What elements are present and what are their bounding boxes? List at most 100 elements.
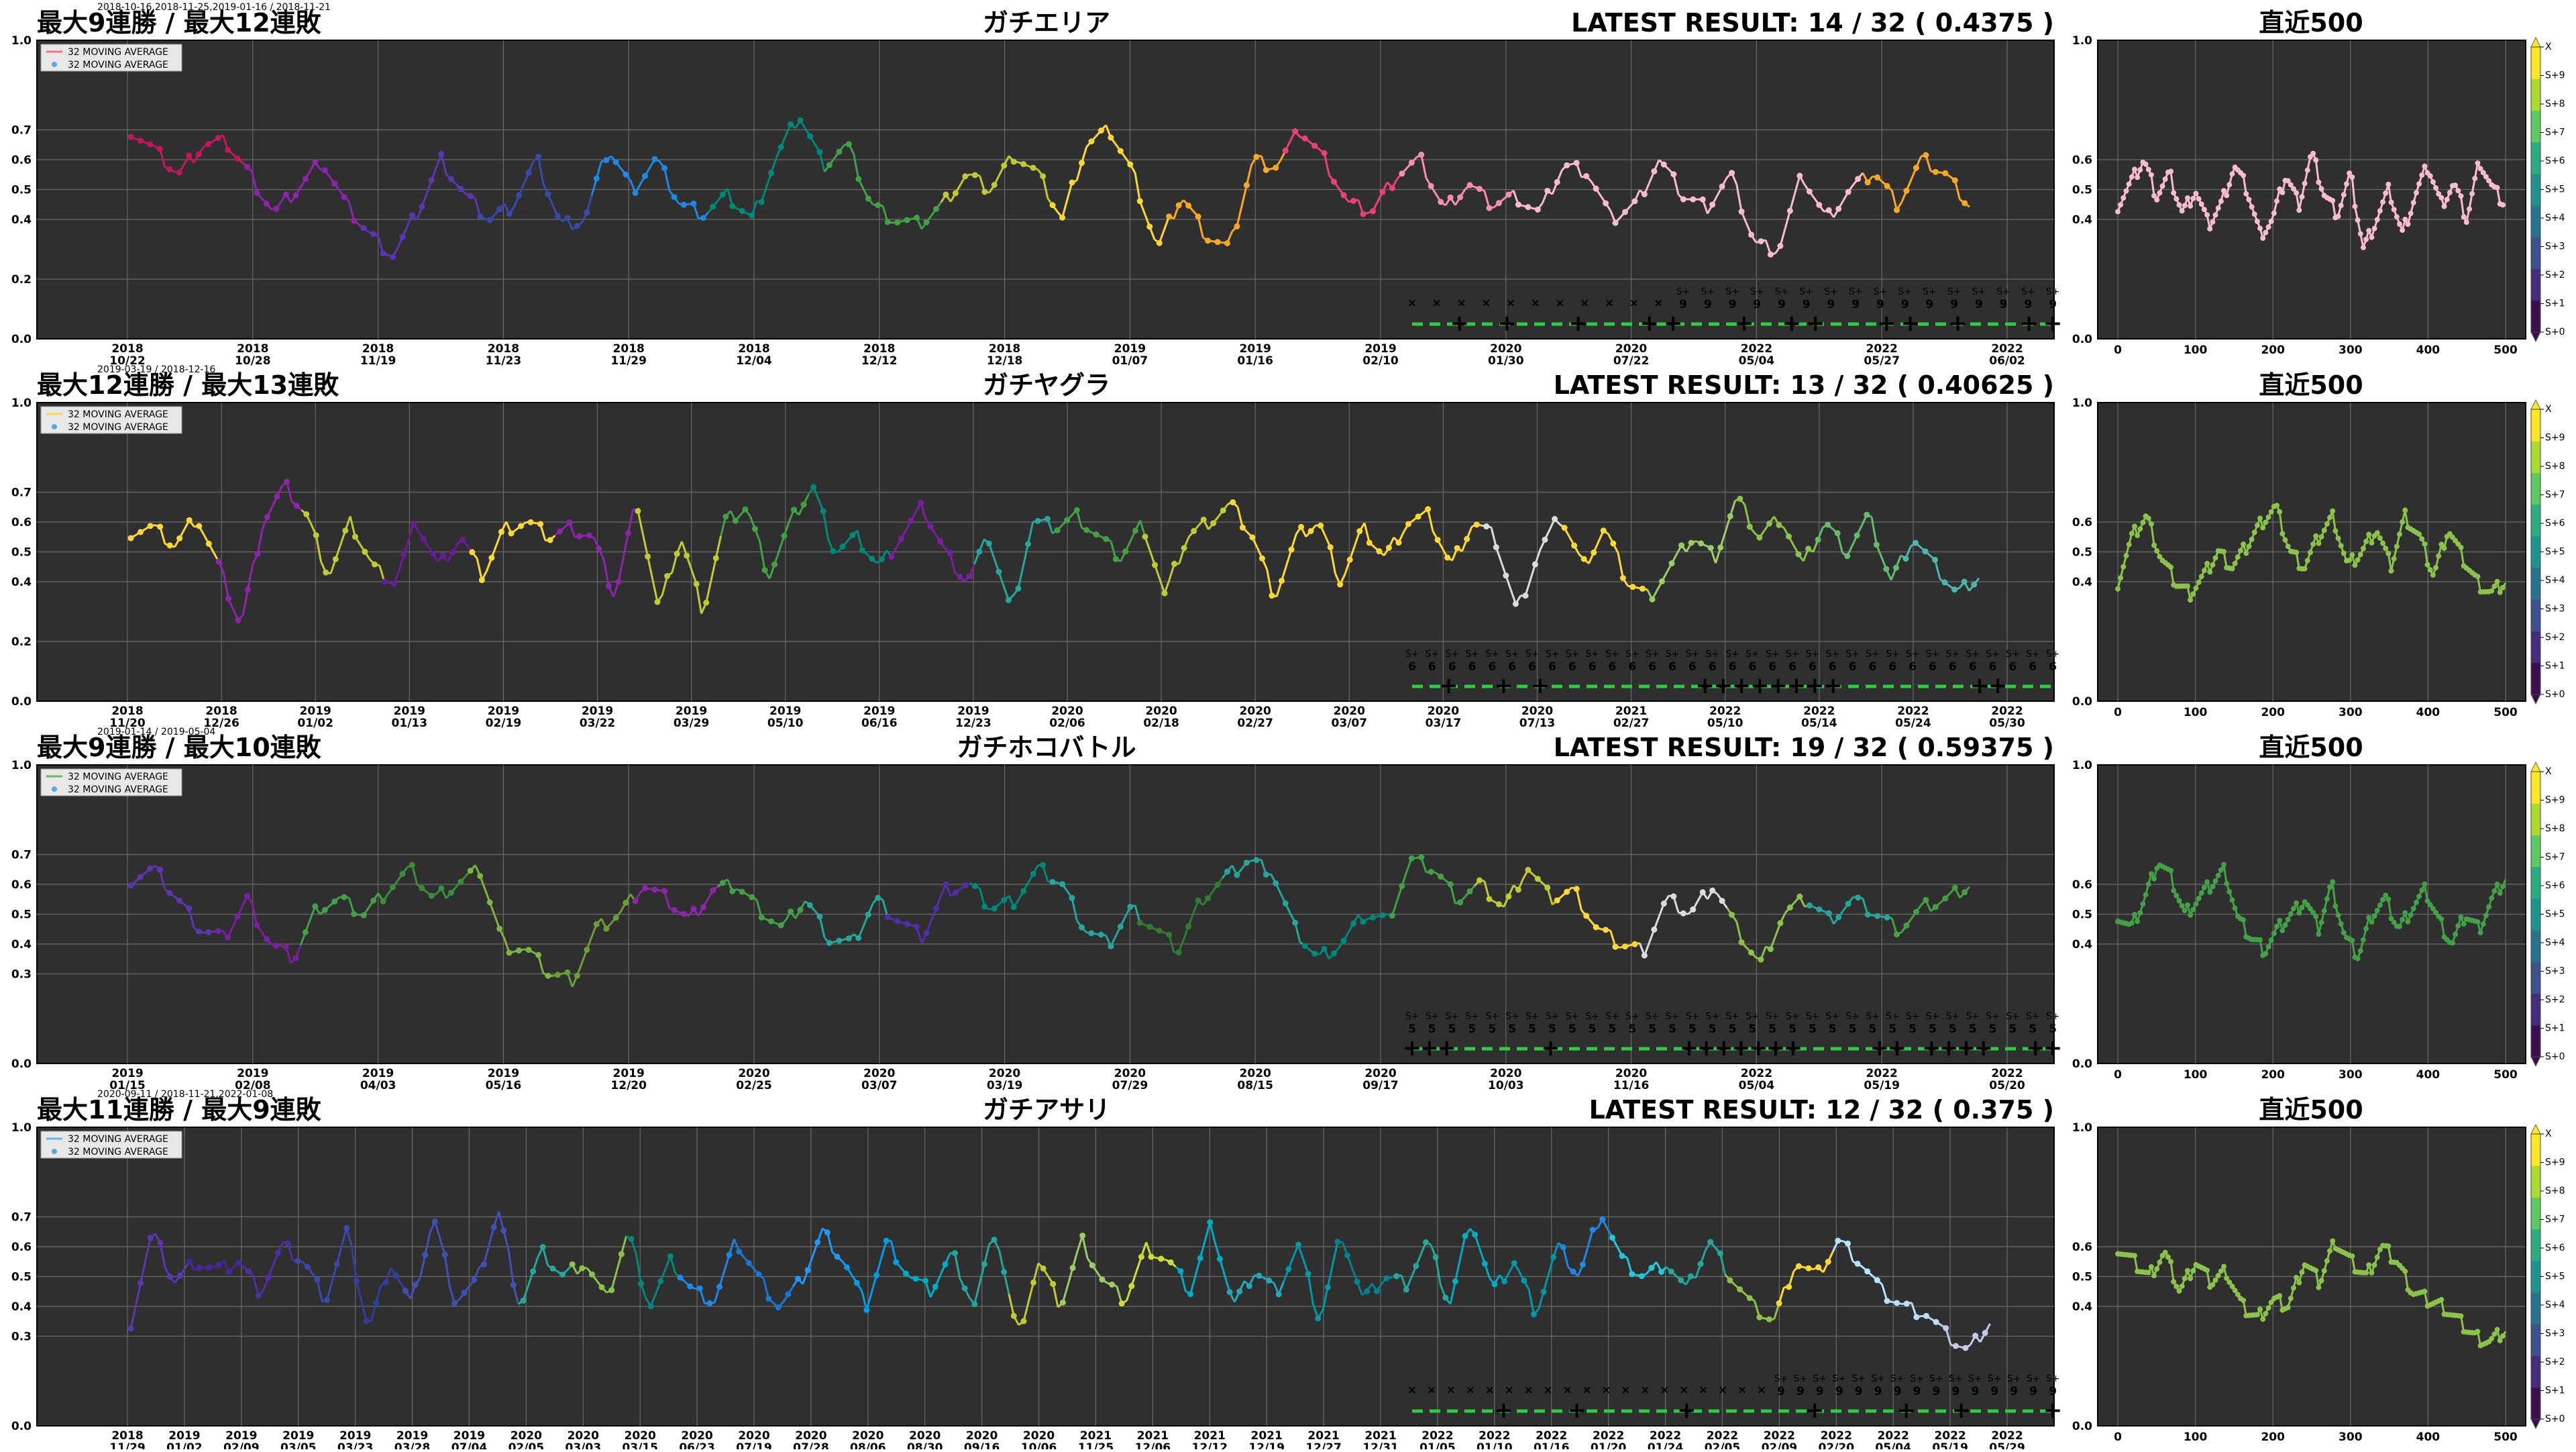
- x-tick-date: 02/27: [1237, 717, 1273, 730]
- series-point: [875, 895, 881, 901]
- series-point: [953, 190, 959, 196]
- series-point: [1185, 923, 1191, 929]
- series-point: [225, 935, 231, 941]
- rank-digit-marker: 6: [1448, 660, 1456, 674]
- series-point: [947, 550, 953, 556]
- series-point: [584, 209, 590, 215]
- x-tick-date: 07/13: [1519, 717, 1556, 730]
- rank-s-marker: S+: [1701, 287, 1715, 297]
- series-point: [710, 203, 716, 209]
- colorbar-label: S+8: [2545, 461, 2565, 472]
- rank-digit-marker: 9: [2029, 1385, 2037, 1398]
- series-point: [642, 885, 648, 891]
- recent-point: [2118, 202, 2123, 207]
- x-tick-year: 2020: [1615, 1067, 1647, 1080]
- series-point: [1389, 185, 1395, 191]
- series-point: [1060, 1300, 1066, 1306]
- series-point: [1341, 938, 1347, 944]
- series-point: [1601, 527, 1607, 533]
- x-tick-date: 10/03: [1488, 1079, 1524, 1092]
- x-tick-date: 11/25: [1078, 1441, 1114, 1449]
- series-point: [1176, 203, 1182, 209]
- series-point: [354, 1278, 360, 1284]
- series-point: [615, 579, 621, 585]
- win-plus-marker: +: [1768, 672, 1788, 699]
- x-tick-date: 07/04: [451, 1441, 488, 1449]
- colorbar-label: X: [2545, 42, 2552, 52]
- series-point: [128, 1325, 134, 1331]
- y-tick-label: 0.4: [11, 213, 32, 227]
- rank-digit-marker: 6: [1949, 660, 1957, 674]
- series-point: [1302, 136, 1308, 142]
- recent-point: [2294, 191, 2299, 196]
- recent-point: [2355, 956, 2361, 962]
- rank-digit-marker: 5: [1748, 1023, 1756, 1036]
- series-point: [1816, 906, 1822, 913]
- series-point: [496, 926, 502, 932]
- colorbar: S+0S+1S+2S+3S+4S+5S+6S+7S+8S+9X: [2531, 1125, 2565, 1429]
- rank-s-marker: S+: [2027, 1373, 2041, 1384]
- series-point: [458, 186, 464, 192]
- recent-point: [2135, 533, 2140, 538]
- x-tick-date: 02/27: [1613, 717, 1650, 730]
- rank-s-marker: S+: [1546, 649, 1560, 660]
- series-point: [331, 898, 337, 904]
- win-plus-marker: +: [1823, 672, 1843, 699]
- series-point: [1283, 148, 1289, 154]
- recent-point: [2143, 162, 2149, 167]
- series-point: [390, 254, 396, 260]
- recent-point: [2385, 896, 2391, 902]
- series-point: [157, 1240, 163, 1246]
- series-point: [1334, 1239, 1340, 1245]
- recent-point: [2263, 230, 2268, 236]
- series-point: [1904, 1300, 1910, 1306]
- series-point: [1493, 544, 1499, 550]
- recent-x-tick-label: 100: [2184, 706, 2208, 719]
- recent-point: [2461, 214, 2467, 219]
- series-point: [380, 250, 386, 256]
- recent-point: [2428, 567, 2433, 572]
- recent-point: [2241, 541, 2246, 547]
- recent-point: [2322, 527, 2327, 533]
- recent-point: [2389, 568, 2394, 574]
- rank-digit-marker: 5: [1488, 1023, 1496, 1036]
- series-point: [1729, 912, 1735, 918]
- recent-point: [2146, 515, 2151, 521]
- x-tick-year: 2019: [676, 705, 707, 718]
- colorbar-label: S+4: [2545, 937, 2565, 948]
- x-tick-date: 01/10: [1477, 1441, 1513, 1449]
- recent-point: [2392, 556, 2397, 562]
- series-point: [148, 1235, 154, 1241]
- recent-point: [2210, 1282, 2215, 1288]
- series-point: [589, 1272, 595, 1278]
- recent-point: [2229, 897, 2235, 902]
- recent-point: [2383, 546, 2388, 551]
- recent-y-tick-label: 0.6: [2072, 516, 2092, 529]
- series-point: [479, 577, 485, 583]
- series-point: [1864, 512, 1870, 518]
- rank-digit-marker: 5: [1648, 1023, 1656, 1036]
- series-point: [294, 503, 300, 509]
- rank-s-marker: S+: [1625, 649, 1640, 660]
- rank-digit-marker: 6: [2029, 660, 2037, 674]
- x-tick-year: 2018: [362, 342, 394, 356]
- series-point: [733, 518, 739, 524]
- series-point: [157, 867, 163, 873]
- series-point: [1698, 1261, 1704, 1267]
- colorbar-segment: [2531, 472, 2540, 505]
- series-point: [1758, 238, 1764, 244]
- recent-point: [2327, 1248, 2332, 1253]
- colorbar-label: S+5: [2545, 185, 2565, 195]
- series-point: [442, 1251, 448, 1257]
- series-point: [1273, 880, 1279, 886]
- series-point: [1040, 862, 1046, 868]
- series-point: [1482, 1261, 1488, 1267]
- series-point: [496, 206, 502, 212]
- rank-x-marker: ×: [1531, 297, 1540, 310]
- series-point: [1220, 507, 1226, 513]
- recent-point: [2132, 523, 2137, 529]
- recent-point: [2380, 199, 2385, 205]
- recent-point: [2442, 546, 2447, 551]
- rank-s-marker: S+: [1906, 649, 1920, 660]
- series-point: [1796, 894, 1803, 900]
